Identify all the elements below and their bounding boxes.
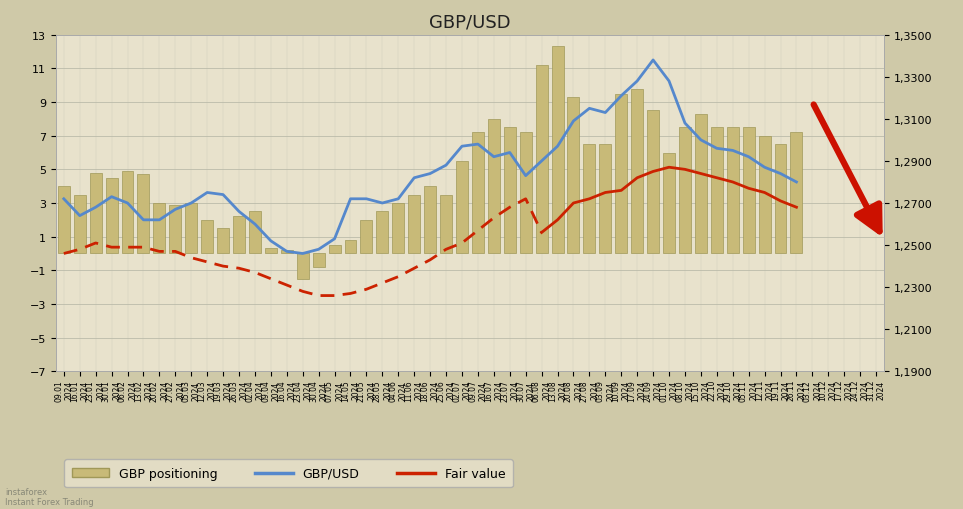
Bar	[759, 136, 770, 254]
Bar	[138, 175, 149, 254]
Bar	[392, 204, 404, 254]
Bar	[679, 128, 690, 254]
Bar	[727, 128, 739, 254]
Bar	[664, 153, 675, 254]
Bar	[153, 204, 166, 254]
Bar	[791, 133, 802, 254]
Bar	[742, 128, 755, 254]
Bar	[599, 145, 612, 254]
Bar	[695, 115, 707, 254]
Bar	[265, 249, 276, 254]
Bar	[424, 187, 436, 254]
Bar	[345, 241, 356, 254]
Bar	[185, 204, 197, 254]
Bar	[360, 220, 373, 254]
Bar	[201, 220, 213, 254]
Bar	[297, 254, 309, 279]
Bar	[377, 212, 388, 254]
Bar	[711, 128, 723, 254]
Bar	[233, 217, 245, 254]
Bar	[328, 245, 341, 254]
Text: instaforex
Instant Forex Trading: instaforex Instant Forex Trading	[5, 487, 93, 506]
Bar	[58, 187, 69, 254]
Bar	[567, 98, 580, 254]
Bar	[440, 195, 452, 254]
Bar	[504, 128, 516, 254]
Bar	[281, 250, 293, 254]
Legend: GBP positioning, GBP/USD, Fair value: GBP positioning, GBP/USD, Fair value	[64, 460, 512, 488]
Bar	[249, 212, 261, 254]
Bar	[456, 161, 468, 254]
Bar	[121, 172, 134, 254]
Bar	[774, 145, 787, 254]
Bar	[106, 178, 117, 254]
Bar	[535, 66, 548, 254]
Bar	[488, 120, 500, 254]
Bar	[552, 47, 563, 254]
Bar	[520, 133, 532, 254]
Title: GBP/USD: GBP/USD	[429, 13, 510, 32]
Bar	[90, 174, 102, 254]
Bar	[472, 133, 483, 254]
Bar	[74, 195, 86, 254]
Bar	[615, 94, 627, 254]
Bar	[313, 254, 325, 267]
Bar	[217, 229, 229, 254]
Bar	[631, 90, 643, 254]
Bar	[408, 195, 420, 254]
Bar	[647, 111, 659, 254]
Bar	[169, 205, 181, 254]
Bar	[584, 145, 595, 254]
